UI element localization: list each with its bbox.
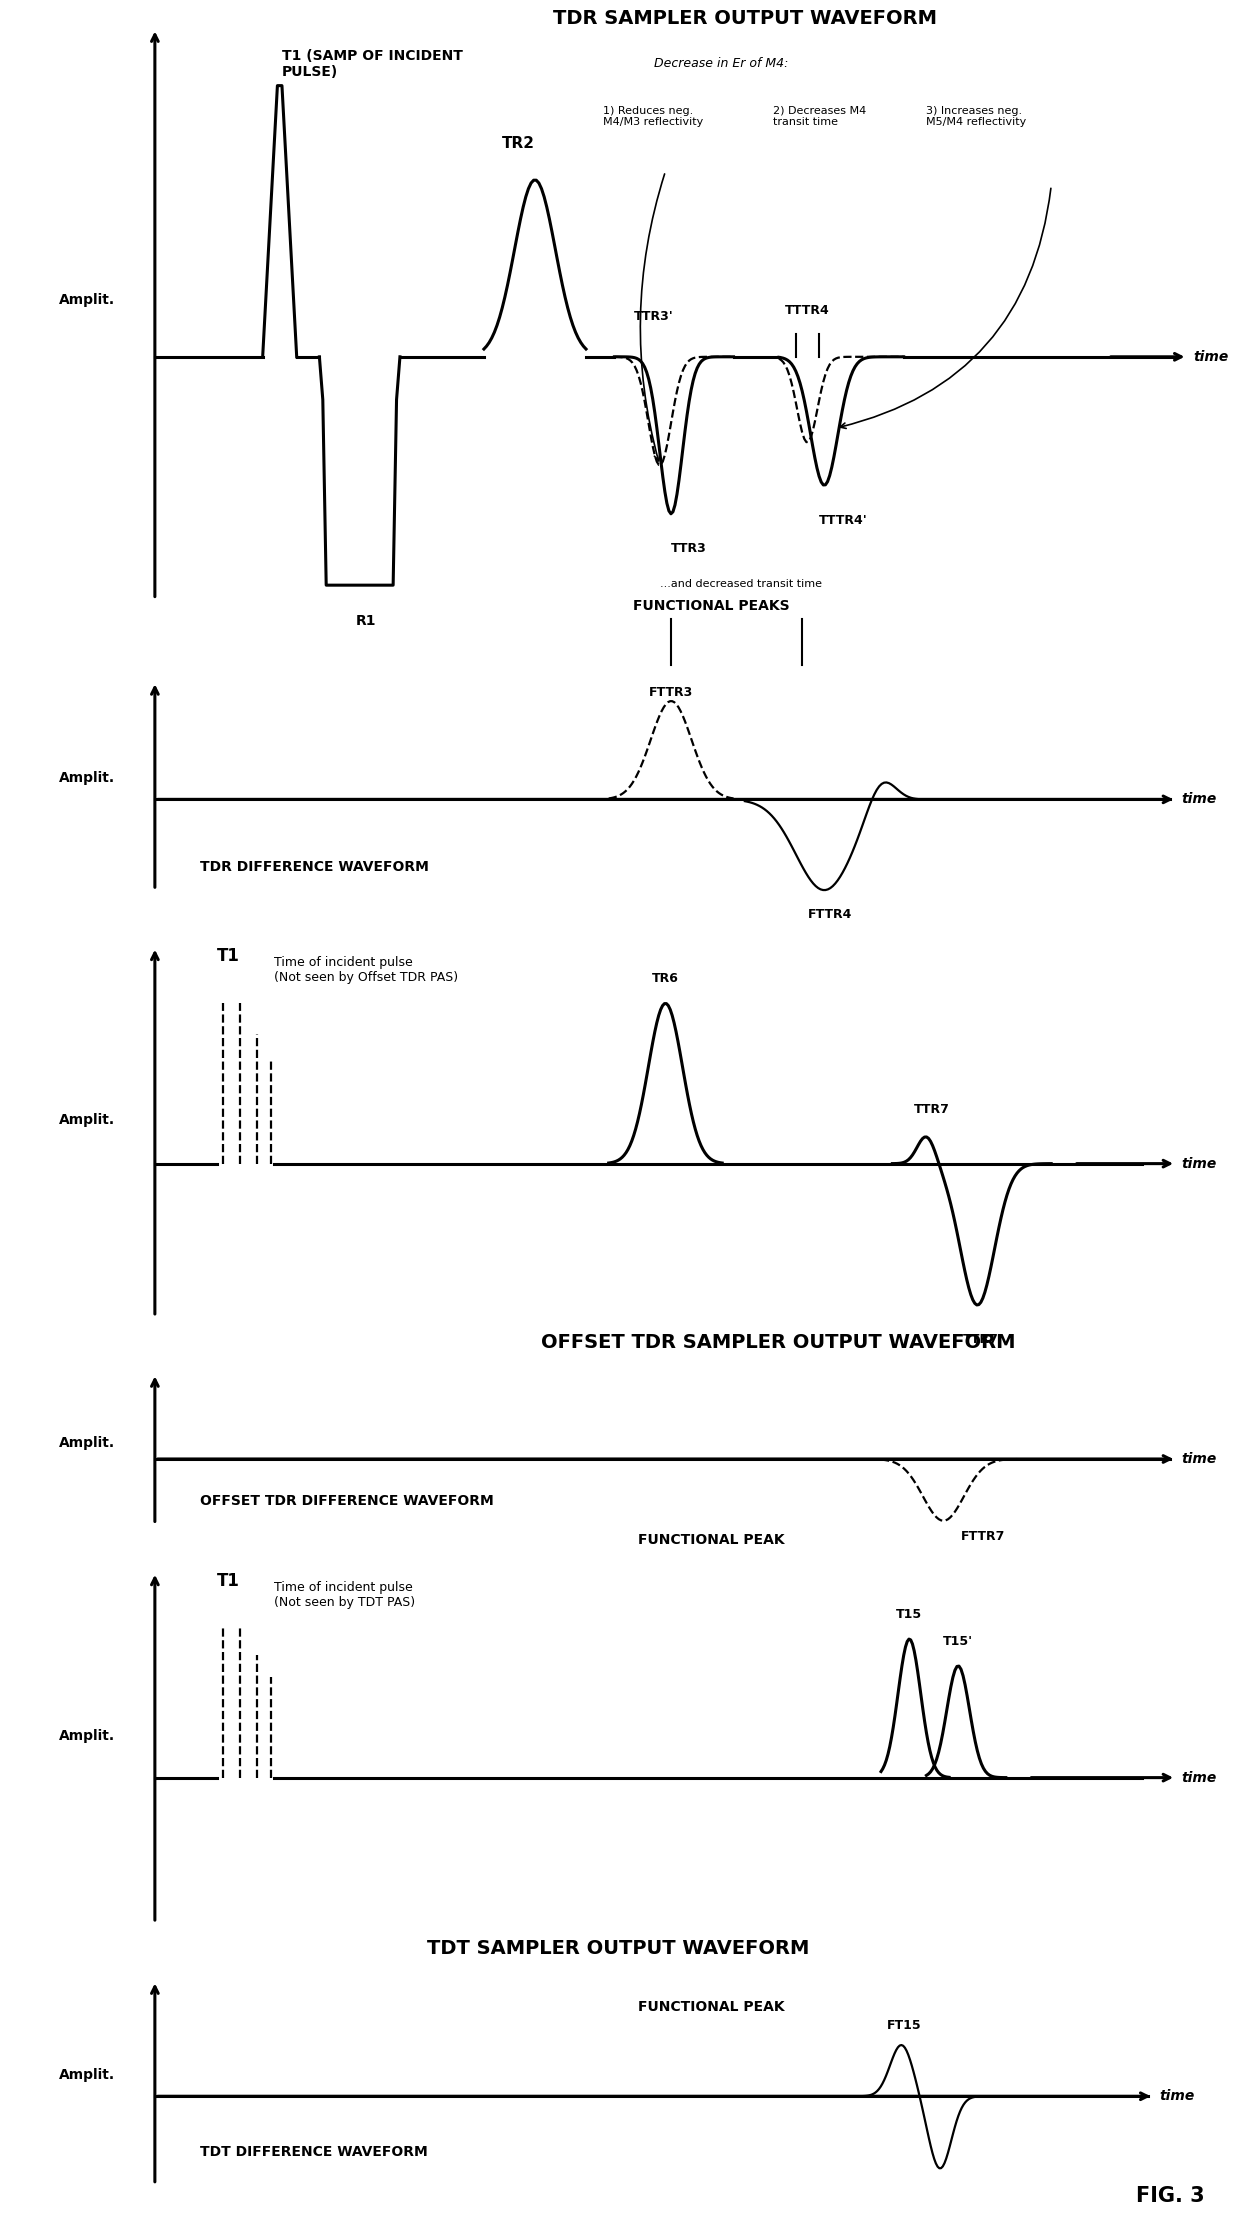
Text: OFFSET TDR SAMPLER OUTPUT WAVEFORM: OFFSET TDR SAMPLER OUTPUT WAVEFORM (541, 1333, 1016, 1353)
Text: Time of incident pulse
(Not seen by TDT PAS): Time of incident pulse (Not seen by TDT … (274, 1581, 415, 1610)
Text: TDR DIFFERENCE WAVEFORM: TDR DIFFERENCE WAVEFORM (201, 861, 429, 874)
Text: FUNCTIONAL PEAK: FUNCTIONAL PEAK (637, 1532, 784, 1547)
Text: time: time (1159, 2088, 1194, 2104)
Text: Time of incident pulse
(Not seen by Offset TDR PAS): Time of incident pulse (Not seen by Offs… (274, 957, 458, 984)
Text: time: time (1182, 1451, 1216, 1467)
Text: TDT DIFFERENCE WAVEFORM: TDT DIFFERENCE WAVEFORM (201, 2147, 428, 2160)
Text: TDT SAMPLER OUTPUT WAVEFORM: TDT SAMPLER OUTPUT WAVEFORM (427, 1939, 810, 1956)
Text: Amplit.: Amplit. (60, 1728, 115, 1744)
Text: TR2: TR2 (501, 136, 534, 152)
Text: OFFSET TDR DIFFERENCE WAVEFORM: OFFSET TDR DIFFERENCE WAVEFORM (201, 1494, 494, 1507)
Text: 1) Reduces neg.
M4/M3 reflectivity: 1) Reduces neg. M4/M3 reflectivity (603, 105, 703, 127)
Text: TR6: TR6 (652, 970, 678, 984)
Text: TDR SAMPLER OUTPUT WAVEFORM: TDR SAMPLER OUTPUT WAVEFORM (553, 9, 937, 27)
Text: T15': T15' (944, 1635, 973, 1648)
Text: FUNCTIONAL PEAK: FUNCTIONAL PEAK (637, 1999, 784, 2015)
Text: Decrease in Er of M4:: Decrease in Er of M4: (655, 58, 789, 69)
Text: 2) Decreases M4
transit time: 2) Decreases M4 transit time (774, 105, 867, 127)
Text: TTR3': TTR3' (634, 309, 675, 322)
Text: time: time (1182, 1156, 1216, 1172)
Text: 3) Increases neg.
M5/M4 reflectivity: 3) Increases neg. M5/M4 reflectivity (926, 105, 1027, 127)
Text: TTTR4': TTTR4' (818, 514, 867, 528)
Text: Amplit.: Amplit. (60, 771, 115, 785)
Text: T1: T1 (217, 1572, 241, 1590)
Text: Amplit.: Amplit. (60, 293, 115, 306)
Text: Amplit.: Amplit. (60, 2068, 115, 2082)
Text: T1 (SAMP OF INCIDENT
PULSE): T1 (SAMP OF INCIDENT PULSE) (281, 49, 463, 78)
Text: TTR7: TTR7 (914, 1105, 950, 1116)
Text: FTTR7: FTTR7 (961, 1529, 1004, 1543)
Text: TTTR4: TTTR4 (785, 304, 830, 318)
Text: TTR3: TTR3 (671, 543, 707, 555)
Text: Amplit.: Amplit. (60, 1114, 115, 1127)
Text: FIG. 3: FIG. 3 (1136, 2185, 1204, 2205)
Text: time: time (1193, 349, 1229, 364)
Text: time: time (1182, 792, 1216, 807)
Text: time: time (1182, 1771, 1216, 1784)
Text: TTR7': TTR7' (963, 1333, 1003, 1346)
Text: T15: T15 (897, 1608, 923, 1621)
Text: Amplit.: Amplit. (60, 1436, 115, 1449)
Text: ...and decreased transit time: ...and decreased transit time (660, 579, 822, 590)
Text: R1: R1 (356, 613, 376, 628)
Text: FUNCTIONAL PEAKS: FUNCTIONAL PEAKS (632, 599, 789, 613)
Text: FTTR3: FTTR3 (649, 686, 693, 700)
Text: FTTR4: FTTR4 (807, 908, 852, 921)
Text: FT15: FT15 (887, 2019, 921, 2033)
Text: T1: T1 (217, 946, 241, 964)
